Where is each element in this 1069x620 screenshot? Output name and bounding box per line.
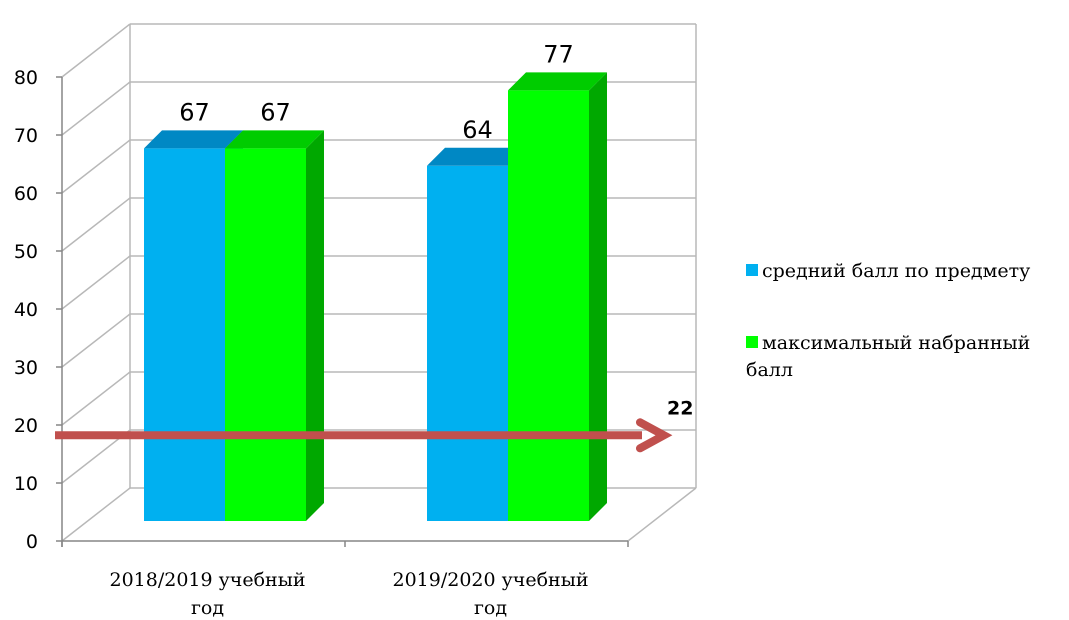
y-tick-label-80: 80 — [14, 67, 38, 89]
y-tick-label-60: 60 — [14, 183, 38, 205]
y-tick-label-30: 30 — [14, 357, 38, 379]
legend-label-2: максимальный набранный — [762, 332, 1030, 354]
side-gridline-0 — [61, 487, 131, 542]
bar-2-1 — [225, 148, 306, 521]
x-category-label-1-line2: год — [191, 597, 224, 619]
bar-top-1-2 — [427, 147, 526, 166]
bar-top-2-2 — [508, 72, 607, 91]
axes: 0 10 20 30 40 50 60 70 80 2018/2019 учебный год 201… — [14, 67, 629, 619]
y-tick-label-70: 70 — [14, 125, 38, 147]
floor-edge-right — [627, 487, 697, 542]
legend: средний балл по предмету максимальный наб… — [746, 260, 1030, 381]
bars — [144, 72, 607, 522]
x-category-label-2-line2: год — [474, 597, 507, 619]
bar-1-1 — [144, 148, 225, 521]
y-tick-label-50: 50 — [14, 241, 38, 263]
bar-2-2 — [508, 90, 589, 522]
bar-top-2-1 — [225, 130, 324, 149]
bar-1-2 — [427, 165, 508, 522]
data-label-2-1: 67 — [260, 98, 291, 126]
threshold-label: 22 — [667, 397, 693, 419]
data-label-1-2: 64 — [462, 116, 493, 144]
side-gridline-80 — [61, 23, 131, 78]
bar-side-2-1 — [306, 130, 324, 521]
bar-side-2-2 — [589, 72, 607, 522]
y-tick-label-40: 40 — [14, 299, 38, 321]
x-category-label-1: 2018/2019 учебный — [109, 569, 305, 591]
y-tick-label-0: 0 — [26, 531, 38, 553]
x-category-label-2: 2019/2020 учебный — [392, 569, 588, 591]
threshold-arrow-head — [636, 418, 673, 453]
data-labels: 67 67 64 77 — [179, 40, 574, 143]
legend-label-1: средний балл по предмету — [762, 260, 1030, 282]
side-gridline-30 — [61, 313, 131, 368]
side-gridline-40 — [61, 255, 131, 310]
side-gridline-70 — [61, 81, 131, 136]
side-gridline-50 — [61, 197, 131, 252]
y-tick-label-20: 20 — [14, 415, 38, 437]
side-gridline-20 — [61, 371, 131, 426]
legend-swatch-2 — [746, 336, 758, 348]
legend-swatch-1 — [746, 264, 758, 276]
side-gridline-60 — [61, 139, 131, 194]
legend-label-2-line2: балл — [746, 359, 793, 381]
data-label-2-2: 77 — [543, 40, 574, 68]
threshold-arrow: 22 — [55, 397, 693, 453]
bar-top-1-1 — [144, 130, 243, 149]
data-label-1-1: 67 — [179, 98, 210, 126]
y-tick-label-10: 10 — [14, 473, 38, 495]
